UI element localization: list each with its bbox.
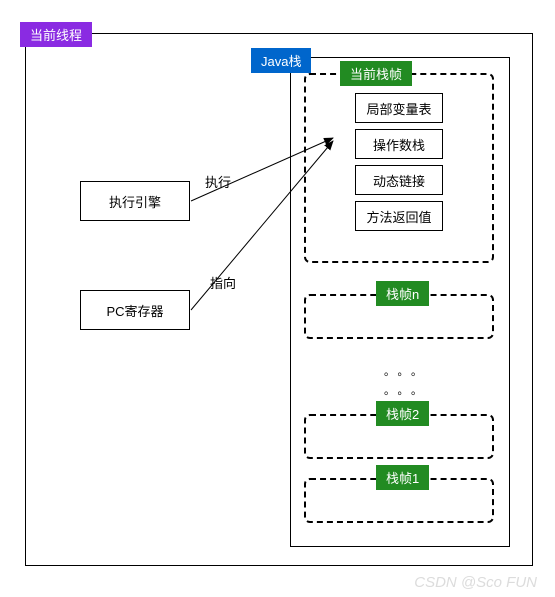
operand-stack-box: 操作数栈 <box>355 129 443 159</box>
exec-engine-label: 执行引擎 <box>109 192 161 211</box>
local-vars-label: 局部变量表 <box>366 99 431 118</box>
dots-2: 。。。 <box>384 382 430 398</box>
frame-1-tag: 栈帧1 <box>376 465 429 490</box>
return-value-label: 方法返回值 <box>366 207 431 226</box>
frame-n-tag: 栈帧n <box>376 281 429 306</box>
current-thread-tag: 当前线程 <box>20 22 92 47</box>
dynamic-link-label: 动态链接 <box>373 171 425 190</box>
dynamic-link-box: 动态链接 <box>355 165 443 195</box>
return-value-box: 方法返回值 <box>355 201 443 231</box>
watermark: CSDN @Sco FUN <box>414 574 537 591</box>
exec-engine-box: 执行引擎 <box>80 181 190 221</box>
operand-stack-label: 操作数栈 <box>373 135 425 154</box>
point-edge-label: 指向 <box>210 273 236 292</box>
pc-register-label: PC寄存器 <box>106 301 163 320</box>
pc-register-box: PC寄存器 <box>80 290 190 330</box>
frame-2-tag: 栈帧2 <box>376 401 429 426</box>
current-frame-tag: 当前栈帧 <box>340 61 412 86</box>
current-frame-box: 局部变量表 操作数栈 动态链接 方法返回值 <box>304 73 494 263</box>
exec-edge-label: 执行 <box>205 172 231 191</box>
dots-1: 。。。 <box>384 363 430 379</box>
local-vars-box: 局部变量表 <box>355 93 443 123</box>
java-stack-tag: Java栈 <box>251 48 311 73</box>
